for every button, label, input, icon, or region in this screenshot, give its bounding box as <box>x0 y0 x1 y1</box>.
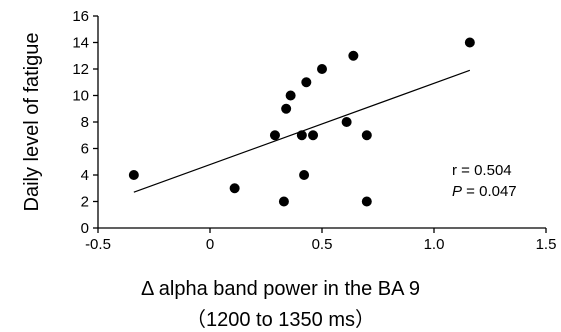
x-axis-title: Δ alpha band power in the BA 9 <box>140 278 421 300</box>
data-point <box>301 77 312 88</box>
p-label: P <box>452 183 462 200</box>
data-point <box>128 170 139 180</box>
y-tick-label: 8 <box>81 114 89 131</box>
x-tick-label: 1.5 <box>536 236 557 253</box>
data-point <box>296 130 307 141</box>
x-axis-subtitle: （1200 to 1350 ms） <box>186 309 375 331</box>
x-tick-label: 0 <box>206 236 214 253</box>
y-tick-label: 6 <box>81 141 89 158</box>
points-group <box>128 37 475 207</box>
y-tick-label: 16 <box>72 8 89 25</box>
data-point <box>308 130 319 141</box>
data-point <box>317 64 327 74</box>
p-value: = 0.047 <box>462 183 517 200</box>
data-point <box>464 37 475 48</box>
y-tick-label: 0 <box>81 220 89 237</box>
data-point <box>229 183 240 194</box>
y-tick-label: 14 <box>72 35 89 52</box>
data-point <box>348 50 359 61</box>
data-point <box>278 196 289 207</box>
y-tick-label: 2 <box>81 194 89 211</box>
data-point <box>341 117 352 127</box>
data-point <box>269 130 280 141</box>
x-tick-label: 1.0 <box>424 236 445 253</box>
data-point <box>299 170 310 180</box>
y-axis-title: Daily level of fatigue <box>21 33 43 212</box>
data-point <box>361 130 372 141</box>
y-tick-label: 10 <box>72 88 89 105</box>
y-tick-label: 12 <box>72 61 89 78</box>
x-tick-label: -0.5 <box>85 236 111 253</box>
data-point <box>281 103 292 114</box>
data-point <box>361 196 372 207</box>
p-value-text: P = 0.047 <box>452 183 517 200</box>
x-tick-label: 0.5 <box>312 236 333 253</box>
correlation-r-text: r = 0.504 <box>452 162 512 179</box>
y-tick-label: 4 <box>81 167 89 184</box>
data-point <box>285 90 296 101</box>
